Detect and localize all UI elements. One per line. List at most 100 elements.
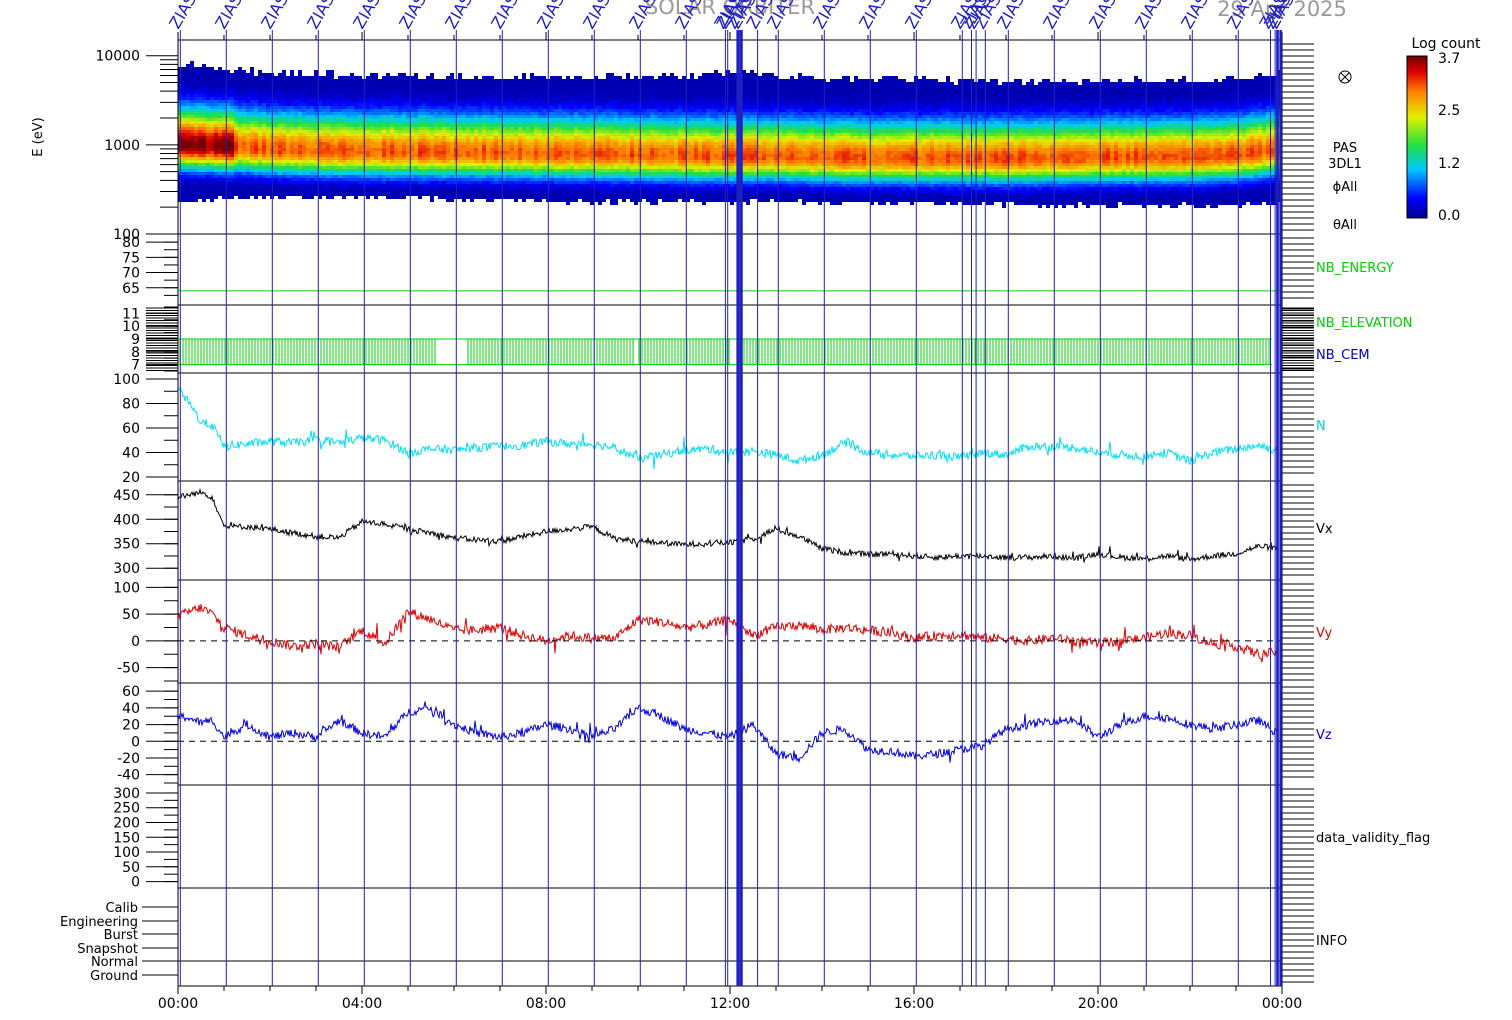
- spectrogram-cell: [410, 139, 414, 142]
- spectrogram-cell: [510, 166, 514, 169]
- spectrogram-cell: [242, 106, 246, 109]
- spectrogram-cell: [414, 97, 418, 100]
- spectrogram-cell: [282, 178, 286, 181]
- spectrogram-cell: [514, 130, 518, 133]
- spectrogram-cell: [186, 181, 190, 184]
- spectrogram-cell: [434, 130, 438, 133]
- spectrogram-cell: [322, 145, 326, 148]
- spectrogram-cell: [350, 97, 354, 100]
- spectrogram-cell: [458, 148, 462, 151]
- spectrogram-cell: [374, 163, 378, 166]
- spectrogram-cell: [226, 142, 230, 145]
- spectrogram-cell: [358, 121, 362, 124]
- spectrogram-cell: [458, 178, 462, 181]
- spectrogram-cell: [262, 91, 266, 94]
- spectrogram-cell: [574, 199, 578, 202]
- spectrogram-cell: [190, 73, 194, 76]
- spectrogram-cell: [386, 160, 390, 163]
- spectrogram-cell: [486, 139, 490, 142]
- spectrogram-cell: [410, 118, 414, 121]
- spectrogram-cell: [210, 166, 214, 169]
- spectrogram-cell: [558, 139, 562, 142]
- spectrogram-cell: [366, 175, 370, 178]
- spectrogram-cell: [526, 124, 530, 127]
- spectrogram-cell: [202, 109, 206, 112]
- spectrogram-cell: [370, 127, 374, 130]
- spectrogram-cell: [646, 157, 650, 160]
- spectrogram-cell: [654, 184, 658, 187]
- spectrogram-cell: [610, 127, 614, 130]
- spectrogram-cell: [522, 169, 526, 172]
- spectrogram-cell: [578, 160, 582, 163]
- spectrogram-cell: [342, 91, 346, 94]
- spectrogram-cell: [582, 124, 586, 127]
- spectrogram-cell: [310, 124, 314, 127]
- spectrogram-cell: [634, 91, 638, 94]
- spectrogram-cell: [578, 142, 582, 145]
- spectrogram-cell: [482, 91, 486, 94]
- spectrogram-cell: [578, 175, 582, 178]
- spectrogram-cell: [442, 193, 446, 196]
- spectrogram-cell: [310, 91, 314, 94]
- spectrogram-cell: [194, 112, 198, 115]
- spectrogram-cell: [578, 88, 582, 91]
- spectrogram-cell: [338, 175, 342, 178]
- spectrogram-cell: [190, 199, 194, 202]
- spectrogram-cell: [650, 82, 654, 85]
- spectrogram-cell: [562, 94, 566, 97]
- spectrogram-cell: [190, 142, 194, 145]
- spectrogram-cell: [390, 106, 394, 109]
- spectrogram-cell: [206, 124, 210, 127]
- spectrogram-cell: [222, 157, 226, 160]
- spectrogram-cell: [578, 181, 582, 184]
- spectrogram-cell: [522, 88, 526, 91]
- spectrogram-cell: [450, 76, 454, 79]
- spectrogram-cell: [366, 85, 370, 88]
- spectrogram-cell: [390, 160, 394, 163]
- spectrogram-cell: [470, 136, 474, 139]
- spectrogram-cell: [506, 172, 510, 175]
- spectrogram-cell: [310, 157, 314, 160]
- spectrogram-cell: [442, 127, 446, 130]
- spectrogram-cell: [566, 178, 570, 181]
- spectrogram-cell: [198, 124, 202, 127]
- spectrogram-cell: [418, 109, 422, 112]
- spectrogram-cell: [290, 190, 294, 193]
- spectrogram-cell: [566, 145, 570, 148]
- spectrogram-cell: [266, 118, 270, 121]
- spectrogram-cell: [534, 184, 538, 187]
- spectrogram-cell: [414, 172, 418, 175]
- spectrogram-cell: [394, 85, 398, 88]
- spectrogram-cell: [410, 76, 414, 79]
- spectrogram-cell: [490, 148, 494, 151]
- spectrogram-cell: [186, 145, 190, 148]
- spectrogram-cell: [318, 196, 322, 199]
- spectrogram-cell: [286, 85, 290, 88]
- spectrogram-cell: [386, 112, 390, 115]
- spectrogram-cell: [422, 130, 426, 133]
- spectrogram-cell: [618, 133, 622, 136]
- spectrogram-cell: [254, 163, 258, 166]
- spectrogram-cell: [262, 127, 266, 130]
- spectrogram-cell: [494, 136, 498, 139]
- spectrogram-cell: [578, 109, 582, 112]
- spectrogram-cell: [490, 166, 494, 169]
- spectrogram-cell: [642, 178, 646, 181]
- spectrogram-cell: [250, 184, 254, 187]
- spectrogram-cell: [226, 193, 230, 196]
- spectrogram-cell: [550, 91, 554, 94]
- spectrogram-cell: [350, 160, 354, 163]
- spectrogram-cell: [350, 142, 354, 145]
- spectrogram-cell: [554, 175, 558, 178]
- spectrogram-cell: [502, 85, 506, 88]
- spectrogram-cell: [506, 133, 510, 136]
- spectrogram-cell: [482, 121, 486, 124]
- spectrogram-cell: [650, 169, 654, 172]
- spectrogram-cell: [542, 196, 546, 199]
- spectrogram-cell: [450, 139, 454, 142]
- spectrogram-cell: [506, 190, 510, 193]
- spectrogram-cell: [566, 79, 570, 82]
- spectrogram-cell: [470, 139, 474, 142]
- spectrogram-cell: [242, 118, 246, 121]
- spectrogram-cell: [306, 94, 310, 97]
